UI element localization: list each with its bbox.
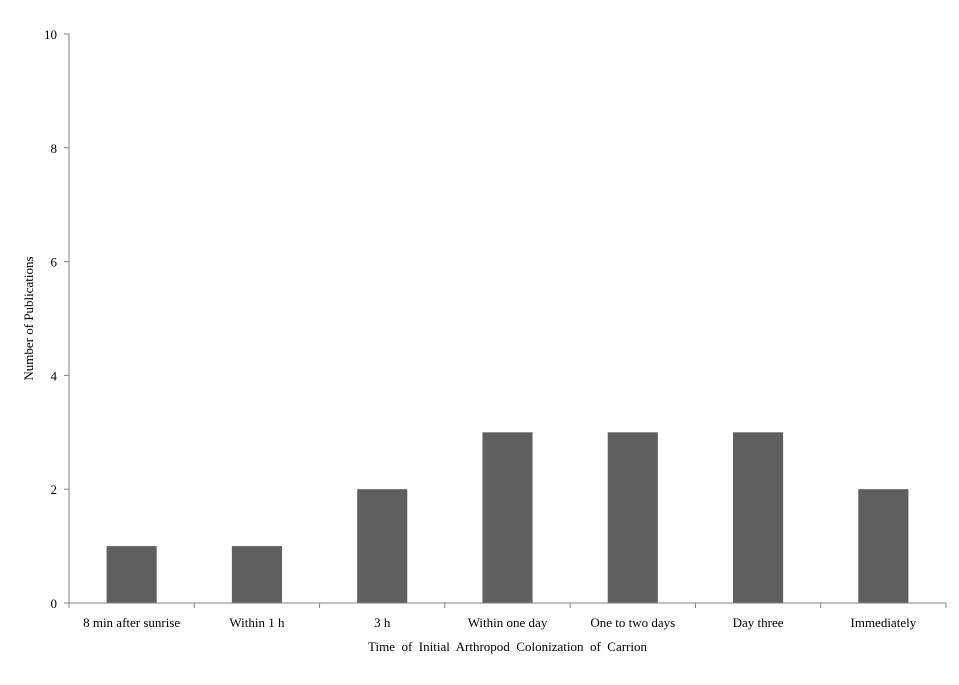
- y-tick-label: 4: [51, 368, 58, 383]
- x-tick-label: 3 h: [374, 615, 391, 630]
- bar: [106, 546, 157, 603]
- x-axis-ticks: 8 min after sunrise Within 1 h 3 h Within o…: [68, 603, 947, 630]
- x-tick-label: Within one day: [468, 615, 548, 630]
- bar: [482, 432, 533, 603]
- x-tick-label: Day three: [733, 615, 784, 630]
- bar: [231, 546, 282, 603]
- bar: [858, 489, 909, 603]
- bars: [106, 432, 909, 603]
- x-tick-label: One to two days: [590, 615, 675, 630]
- x-axis-title: Time of Initial Arthropod Colonization o…: [368, 639, 647, 654]
- y-tick-label: 0: [51, 596, 58, 611]
- y-axis-title: Number of Publications: [21, 256, 36, 380]
- bar: [733, 432, 784, 603]
- x-tick-label: Within 1 h: [229, 615, 285, 630]
- x-tick-label: Immediately: [851, 615, 917, 630]
- axes: [68, 34, 946, 604]
- bar: [607, 432, 658, 603]
- y-axis-ticks: 0 2 4 6 8 10: [44, 27, 69, 611]
- y-tick-label: 10: [44, 27, 57, 42]
- y-tick-label: 8: [51, 141, 58, 156]
- y-tick-label: 6: [51, 255, 58, 270]
- y-tick-label: 2: [51, 482, 58, 497]
- bar: [357, 489, 408, 603]
- x-tick-label: 8 min after sunrise: [83, 615, 180, 630]
